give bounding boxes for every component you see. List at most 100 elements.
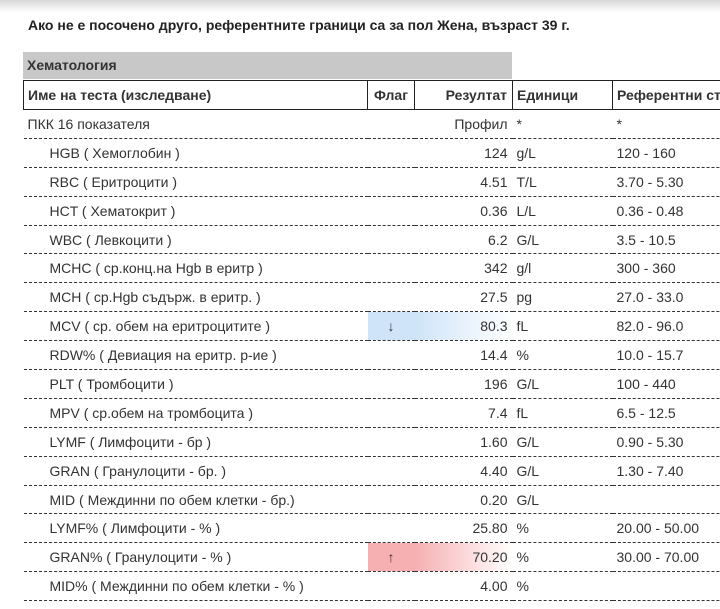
cell-name: ПКК 16 показателя: [23, 109, 368, 139]
header-row: Име на теста (изследване) Флаг Резултат Еди…: [23, 80, 720, 110]
cell-unit: fL: [512, 311, 613, 342]
cell-result: 0.20: [414, 485, 513, 515]
result-row: RDW% ( Девиация на еритр. р-ие ) 14.4% 10.…: [23, 340, 720, 371]
result-row: PLT ( Тромбоцити ) 196 G/L 100 - 440: [23, 369, 720, 399]
cell-name: MID ( Междинни по обем клетки - бр.): [23, 485, 368, 515]
note: Ако не е посочено друго, референтните гр…: [28, 17, 570, 33]
cell-result: 80.3: [414, 311, 513, 342]
cell-name: HGB ( Хемоглобин ): [23, 138, 368, 168]
cell-ref: *: [612, 109, 720, 139]
cell-ref: 100 - 440: [612, 369, 720, 399]
cell-flag: [367, 138, 415, 168]
cell-unit: fL: [512, 398, 613, 428]
cell-name: PLT ( Тромбоцити ): [23, 369, 368, 399]
cell-unit: pg: [512, 282, 613, 313]
column-header: Резултат: [414, 80, 513, 110]
cell-ref: 120 - 160: [612, 138, 720, 168]
cell-unit: g/l: [512, 253, 613, 284]
cell-unit: %: [512, 340, 613, 371]
cell-result: 25.80: [414, 513, 513, 544]
cell-result: 196: [414, 369, 513, 399]
result-row: ПКК 16 показателя Профил * *: [23, 109, 720, 139]
cell-result: 14.4: [414, 340, 513, 371]
cell-ref: [612, 571, 720, 602]
cell-unit: L/L: [512, 196, 613, 226]
cell-flag: [367, 340, 415, 371]
cell-flag: [367, 369, 415, 399]
column-header: Единици: [512, 80, 613, 110]
cell-name: RBC ( Еритроцити ): [23, 167, 368, 197]
cell-ref: 0.90 - 5.30: [612, 427, 720, 457]
result-row: LYMF ( Лимфоцити - бр ) 1.60 G/L 0.90 - 5.3…: [23, 427, 720, 457]
column-header: Флаг: [367, 80, 415, 110]
result-row: MCHC ( ср.конц.на Hgb в еритр ) 342 g/l 300…: [23, 253, 720, 284]
result-row: MPV ( ср.обем на тромбоцита ) 7.4 fL 6.5 - …: [23, 398, 720, 428]
cell-ref: 6.5 - 12.5: [612, 398, 720, 428]
section-title: Хематология: [23, 52, 512, 79]
cell-name: MCV ( ср. обем на еритроцитите ): [23, 311, 368, 342]
top-shadow: [0, 0, 720, 12]
cell-flag: [367, 456, 415, 486]
cell-name: HCT ( Хематокрит ): [23, 196, 368, 226]
cell-flag: [367, 571, 415, 602]
result-row: MCH ( ср.Hgb съдърж. в еритр. ) 27.5 pg 27.…: [23, 282, 720, 313]
cell-ref: [612, 485, 720, 515]
result-row: GRAN% ( Гранулоцити - % ) ↑ 70.20% 30.00 - …: [23, 542, 720, 573]
cell-name: LYMF ( Лимфоцити - бр ): [23, 427, 368, 457]
cell-ref: 82.0 - 96.0: [612, 311, 720, 342]
cell-name: RDW% ( Девиация на еритр. р-ие ): [23, 340, 368, 371]
cell-name: MCHC ( ср.конц.на Hgb в еритр ): [23, 253, 368, 284]
cell-flag: [367, 109, 415, 139]
cell-flag: ↑: [367, 542, 415, 573]
cell-unit: %: [512, 513, 613, 544]
cell-result: 6.2: [414, 225, 513, 255]
cell-unit: T/L: [512, 167, 613, 197]
cell-flag: [367, 485, 415, 515]
result-row: MID ( Междинни по обем клетки - бр.) 0.20…: [23, 485, 720, 515]
cell-flag: [367, 196, 415, 226]
cell-flag: [367, 167, 415, 197]
cell-name: GRAN% ( Гранулоцити - % ): [23, 542, 368, 573]
cell-flag: [367, 253, 415, 284]
cell-flag: [367, 427, 415, 457]
cell-ref: 30.00 - 70.00: [612, 542, 720, 573]
cell-ref: 3.5 - 10.5: [612, 225, 720, 255]
cell-flag: [367, 398, 415, 428]
cell-name: MCH ( ср.Hgb съдърж. в еритр. ): [23, 282, 368, 313]
cell-unit: G/L: [512, 427, 613, 457]
cell-unit: G/L: [512, 225, 613, 255]
column-header: Референтни стойности: [612, 80, 720, 110]
cell-unit: %: [512, 571, 613, 602]
cell-flag: [367, 225, 415, 255]
cell-unit: G/L: [512, 485, 613, 515]
result-row: MID% ( Междинни по обем клетки - % ) 4.00…: [23, 571, 720, 602]
result-row: WBC ( Левкоцити ) 6.2 G/L 3.5 - 10.5: [23, 225, 720, 255]
cell-flag: ↓: [367, 311, 415, 342]
cell-ref: 20.00 - 50.00: [612, 513, 720, 544]
cell-name: MID% ( Междинни по обем клетки - % ): [23, 571, 368, 602]
result-row: GRAN ( Гранулоцити - бр. ) 4.40 G/L 1.30 - …: [23, 456, 720, 486]
cell-result: Профил: [414, 109, 513, 139]
cell-flag: [367, 513, 415, 544]
cell-unit: G/L: [512, 369, 613, 399]
cell-result: 4.00: [414, 571, 513, 602]
cell-result: 124: [414, 138, 513, 168]
cell-ref: 1.30 - 7.40: [612, 456, 720, 486]
cell-flag: [367, 282, 415, 313]
cell-result: 4.51: [414, 167, 513, 197]
cell-result: 1.60: [414, 427, 513, 457]
cell-result: 7.4: [414, 398, 513, 428]
result-row: HGB ( Хемоглобин ) 124 g/L 120 - 160: [23, 138, 720, 168]
cell-name: LYMF% ( Лимфоцити - % ): [23, 513, 368, 544]
cell-result: 4.40: [414, 456, 513, 486]
cell-unit: G/L: [512, 456, 613, 486]
cell-unit: *: [512, 109, 613, 139]
cell-result: 70.20: [414, 542, 513, 573]
result-row: LYMF% ( Лимфоцити - % ) 25.80% 20.00 - 50.…: [23, 513, 720, 544]
cell-name: GRAN ( Гранулоцити - бр. ): [23, 456, 368, 486]
result-row: MCV ( ср. обем на еритроцитите ) ↓ 80.3 fL 8…: [23, 311, 720, 342]
cell-name: WBC ( Левкоцити ): [23, 225, 368, 255]
cell-name: MPV ( ср.обем на тромбоцита ): [23, 398, 368, 428]
cell-ref: 27.0 - 33.0: [612, 282, 720, 313]
